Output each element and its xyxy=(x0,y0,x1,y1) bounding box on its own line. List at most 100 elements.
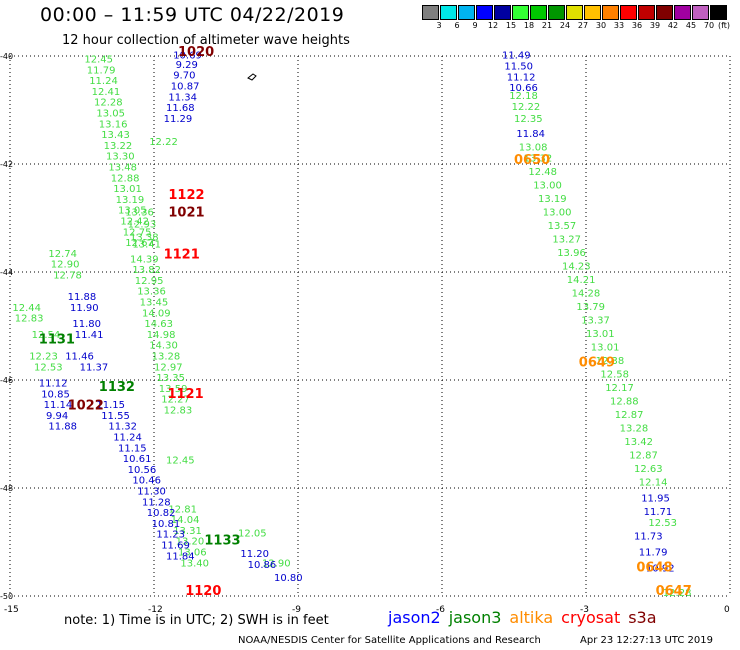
wave-height-value: 12.67 xyxy=(125,238,154,249)
scale-swatch xyxy=(566,5,583,20)
longitude-label: 0 xyxy=(724,605,730,615)
wave-height-value: 11.34 xyxy=(168,92,197,103)
wave-height-value: 9.29 xyxy=(176,60,198,71)
scale-swatch xyxy=(656,5,673,20)
wave-height-value: 10.56 xyxy=(128,465,157,476)
wave-height-value: 14.39 xyxy=(130,254,159,265)
wave-height-value: 13.38 xyxy=(130,233,159,244)
wave-height-value: 11.12 xyxy=(507,72,536,83)
wave-height-value: 10.86 xyxy=(248,560,277,571)
wave-height-value: 12.42 xyxy=(120,216,149,227)
scale-swatch xyxy=(584,5,601,20)
wave-height-value: 13.28 xyxy=(152,351,181,362)
scale-tick-label: 70 xyxy=(703,21,715,30)
legend-item-cryosat: cryosat xyxy=(561,608,621,627)
wave-height-value: 13.41 xyxy=(132,240,161,251)
wave-height-value: 12.63 xyxy=(634,464,663,475)
wave-height-value: 12.88 xyxy=(610,396,639,407)
scale-swatch xyxy=(674,5,691,20)
wave-height-value: 10.66 xyxy=(509,83,538,94)
wave-height-value: 13.28 xyxy=(620,423,649,434)
wave-height-value: 9.94 xyxy=(46,411,68,422)
wave-height-value: 13.57 xyxy=(548,221,577,232)
wave-height-value: 12.38 xyxy=(596,356,625,367)
longitude-label: -15 xyxy=(4,605,19,615)
wave-height-value: 13.00 xyxy=(543,207,572,218)
lat-lon-grid xyxy=(9,55,731,597)
wave-height-value: 13.79 xyxy=(576,302,605,313)
wave-height-value: 12.78 xyxy=(53,270,82,281)
wave-height-value: 13.16 xyxy=(99,119,128,130)
wave-height-value: 11.37 xyxy=(80,362,109,373)
wave-height-value: 12.53 xyxy=(648,518,677,529)
scale-tick-label: 39 xyxy=(649,21,661,30)
wave-height-value: 13.96 xyxy=(557,248,586,259)
wave-height-value: 10.69 xyxy=(173,51,202,62)
scale-tick-label: 36 xyxy=(631,21,643,30)
pass-time-label: 1021 xyxy=(168,205,204,220)
wave-height-value: 12.14 xyxy=(639,477,668,488)
wave-height-value: 12.87 xyxy=(615,410,644,421)
wave-height-value: 12.97 xyxy=(154,362,183,373)
wave-height-value: 13.35 xyxy=(156,373,185,384)
pass-time-label: 1020 xyxy=(178,45,214,60)
wave-height-value: 12.22 xyxy=(512,102,541,113)
wave-height-value: 10.80 xyxy=(274,573,303,584)
wave-height-value: 11.55 xyxy=(101,411,130,422)
small-island-marker xyxy=(247,73,257,81)
wave-height-value: 12.54 xyxy=(32,330,61,341)
wave-height-value: 11.73 xyxy=(634,531,663,542)
map-subtitle: 12 hour collection of altimeter wave hei… xyxy=(62,33,350,48)
legend-item-jason3: jason3 xyxy=(448,608,502,627)
wave-height-value: 9.70 xyxy=(173,71,195,82)
wave-height-value: 12.18 xyxy=(509,91,538,102)
scale-tick-label: 3 xyxy=(436,21,442,30)
wave-height-value: 11.84 xyxy=(166,551,195,562)
wave-height-value: 14.21 xyxy=(567,275,596,286)
scale-swatch xyxy=(548,5,565,20)
scale-tick-label: 12 xyxy=(487,21,499,30)
scale-unit-label: (ft) xyxy=(718,21,731,30)
wave-height-value: 13.36 xyxy=(125,207,154,218)
wave-height-value: 11.24 xyxy=(113,432,142,443)
longitude-label: -9 xyxy=(292,605,301,615)
legend-item-s3a: s3a xyxy=(628,608,657,627)
wave-height-value: 12.90 xyxy=(51,260,80,271)
pass-time-label: 0649 xyxy=(579,356,615,371)
wave-height-value: 11.12 xyxy=(39,378,68,389)
scale-tick-label: 6 xyxy=(454,21,460,30)
wave-height-value: 11.23 xyxy=(156,530,185,541)
wave-height-value: 11.14 xyxy=(44,400,73,411)
wave-height-value: 13.82 xyxy=(132,265,161,276)
pass-time-label: 1132 xyxy=(99,380,135,395)
scale-tick-label: 18 xyxy=(523,21,535,30)
pass-time-label: 0648 xyxy=(636,561,672,576)
wave-height-value: 10.82 xyxy=(147,508,176,519)
wave-height-value: 13.19 xyxy=(538,194,567,205)
generated-timestamp: Apr 23 12:27:13 UTC 2019 xyxy=(580,635,713,646)
wave-height-value: 13.43 xyxy=(101,130,130,141)
wave-height-value: 12.17 xyxy=(605,383,634,394)
wave-height-value: 12.48 xyxy=(528,167,557,178)
wave-height-value: 12.81 xyxy=(168,504,197,515)
wave-height-value: 11.24 xyxy=(89,76,118,87)
wave-height-value: 11.20 xyxy=(240,549,269,560)
wave-height-value: 13.01 xyxy=(591,342,620,353)
wave-height-value: 12.95 xyxy=(135,276,164,287)
scale-tick-label: 9 xyxy=(472,21,478,30)
scale-tick-label: 21 xyxy=(541,21,553,30)
wave-height-value: 11.79 xyxy=(639,548,668,559)
pass-time-label: 1120 xyxy=(185,584,221,599)
wave-height-value: 14.23 xyxy=(562,261,591,272)
pass-time-label: 1122 xyxy=(168,188,204,203)
wave-height-value: 13.01 xyxy=(586,329,615,340)
latitude-label: -46 xyxy=(0,376,13,385)
wave-height-value: 11.50 xyxy=(504,62,533,73)
wave-height-value: 12.27 xyxy=(161,395,190,406)
wave-height-value: 12.28 xyxy=(663,588,692,599)
wave-height-value: 13.36 xyxy=(137,287,166,298)
wave-height-value: 12.90 xyxy=(262,558,291,569)
pass-time-label: 1131 xyxy=(39,332,75,347)
wave-height-value: 10.87 xyxy=(171,81,200,92)
scale-tick-label: 42 xyxy=(667,21,679,30)
